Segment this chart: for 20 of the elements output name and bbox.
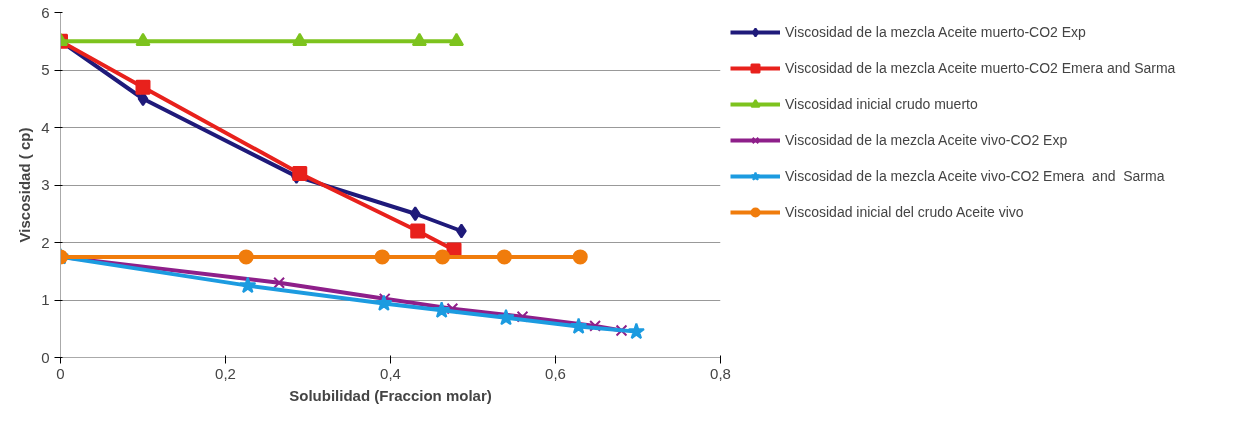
- y-tick-label: 2: [41, 233, 50, 251]
- legend-label: Viscosidad inicial crudo muerto: [785, 96, 978, 112]
- x-tick-label: 0,2: [215, 364, 236, 382]
- legend-label: Viscosidad de la mezcla Aceite muerto-CO2 Emera and Sarma: [785, 60, 1176, 76]
- y-tick-label: 4: [41, 118, 50, 136]
- x-axis-title: Solubilidad (Fraccion molar): [289, 386, 492, 404]
- x-tick-label: 0: [56, 364, 65, 382]
- y-tick-label: 1: [41, 291, 50, 308]
- x-tick-label: 0,4: [380, 364, 401, 382]
- y-tick-label: 6: [41, 3, 50, 21]
- y-tick-label: 0: [41, 348, 50, 366]
- legend-label: Viscosidad de la mezcla Aceite muerto-CO2 Exp: [785, 24, 1086, 40]
- legend-label: Viscosidad de la mezcla Aceite vivo-CO2 Exp: [785, 132, 1068, 148]
- legend-label: Viscosidad inicial del crudo Aceite vivo: [785, 204, 1024, 220]
- x-tick-label: 0,6: [545, 364, 566, 382]
- y-axis-title: Viscosidad ( cp): [16, 127, 34, 243]
- legend-label: Viscosidad de la mezcla Aceite vivo-CO2 Emera and Sarma: [785, 168, 1165, 184]
- y-tick-label: 5: [41, 61, 50, 78]
- y-tick-label: 3: [41, 176, 50, 193]
- x-tick-label: 0,8: [710, 364, 731, 382]
